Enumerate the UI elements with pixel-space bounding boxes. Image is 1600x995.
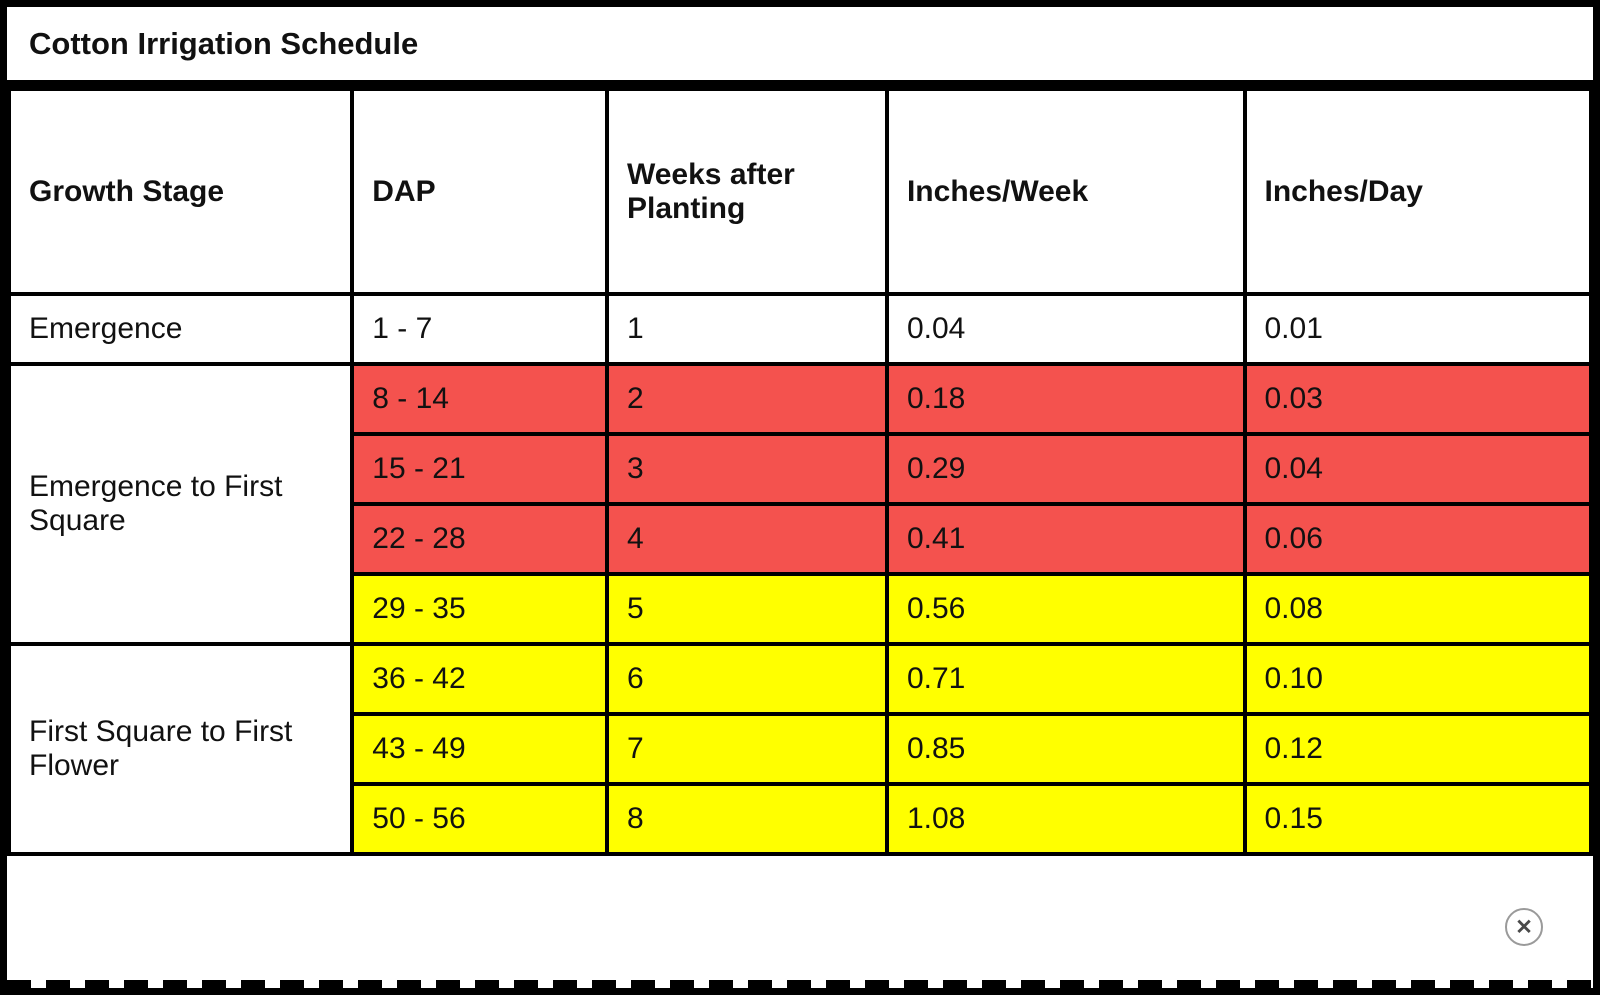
cell-inches-week: 0.18: [884, 362, 1247, 436]
cell-weeks: 7: [604, 712, 889, 786]
cell-inches-day: 0.04: [1242, 432, 1593, 506]
cell-weeks: 6: [604, 642, 889, 716]
cell-weeks: 5: [604, 572, 889, 646]
cell-dap: 29 - 35: [350, 572, 609, 646]
cell-weeks: 4: [604, 502, 889, 576]
cell-inches-week: 0.04: [884, 292, 1247, 366]
column-header-dap: DAP: [350, 87, 609, 296]
cell-inches-day: 0.06: [1242, 502, 1593, 576]
table-row: 43 - 49 7 0.85 0.12: [9, 712, 1593, 786]
footer-area: ✕: [7, 856, 1593, 988]
column-header-weeks-after-planting: Weeks after Planting: [604, 87, 889, 296]
column-header-inches-day: Inches/Day: [1242, 87, 1593, 296]
cell-dap: 8 - 14: [350, 362, 609, 436]
header-row: Growth Stage DAP Weeks after Planting In…: [6, 87, 1593, 296]
close-icon: ✕: [1515, 915, 1533, 939]
table-row: Emergence 1 - 7 1 0.04 0.01: [6, 292, 1593, 366]
cell-inches-day: 0.03: [1242, 362, 1593, 436]
cell-growth-stage: First Square to First Flower: [6, 642, 355, 856]
cell-weeks: 2: [604, 362, 889, 436]
cell-dap: 1 - 7: [350, 292, 609, 366]
cell-inches-day: 0.08: [1242, 572, 1593, 646]
cell-inches-week: 1.08: [884, 782, 1247, 856]
cell-dap: 22 - 28: [350, 502, 609, 576]
table-row: 29 - 35 5 0.56 0.08: [9, 572, 1593, 646]
cell-dap: 50 - 56: [350, 782, 609, 856]
table-row: 22 - 28 4 0.41 0.06: [9, 502, 1593, 576]
cell-inches-week: 0.41: [884, 502, 1247, 576]
column-header-inches-week: Inches/Week: [884, 87, 1247, 296]
cell-growth-stage: Emergence: [6, 292, 355, 366]
table-title: Cotton Irrigation Schedule: [7, 7, 1593, 87]
cell-dap: 36 - 42: [350, 642, 609, 716]
cell-inches-week: 0.29: [884, 432, 1247, 506]
cell-inches-day: 0.15: [1242, 782, 1593, 856]
irrigation-table: Growth Stage DAP Weeks after Planting In…: [6, 87, 1593, 856]
cell-weeks: 1: [604, 292, 889, 366]
cell-dap: 43 - 49: [350, 712, 609, 786]
cell-inches-week: 0.71: [884, 642, 1247, 716]
cell-inches-day: 0.01: [1242, 292, 1593, 366]
table-row: Emergence to First Square 8 - 14 2 0.18 …: [6, 362, 1593, 646]
table-row: 50 - 56 8 1.08 0.15: [9, 782, 1593, 856]
cell-dap: 15 - 21: [350, 432, 609, 506]
cell-inches-week: 0.56: [884, 572, 1247, 646]
table-row: First Square to First Flower 36 - 42 6 0…: [6, 642, 1593, 856]
table-row: 15 - 21 3 0.29 0.04: [9, 432, 1593, 506]
cell-inches-day: 0.10: [1242, 642, 1593, 716]
close-button[interactable]: ✕: [1505, 908, 1543, 946]
cell-weeks: 8: [604, 782, 889, 856]
cell-growth-stage: Emergence to First Square: [6, 362, 355, 646]
clipped-next-row: [7, 980, 1593, 988]
column-header-growth-stage: Growth Stage: [6, 87, 355, 296]
cell-weeks: 3: [604, 432, 889, 506]
cell-inches-week: 0.85: [884, 712, 1247, 786]
cell-inches-day: 0.12: [1242, 712, 1593, 786]
